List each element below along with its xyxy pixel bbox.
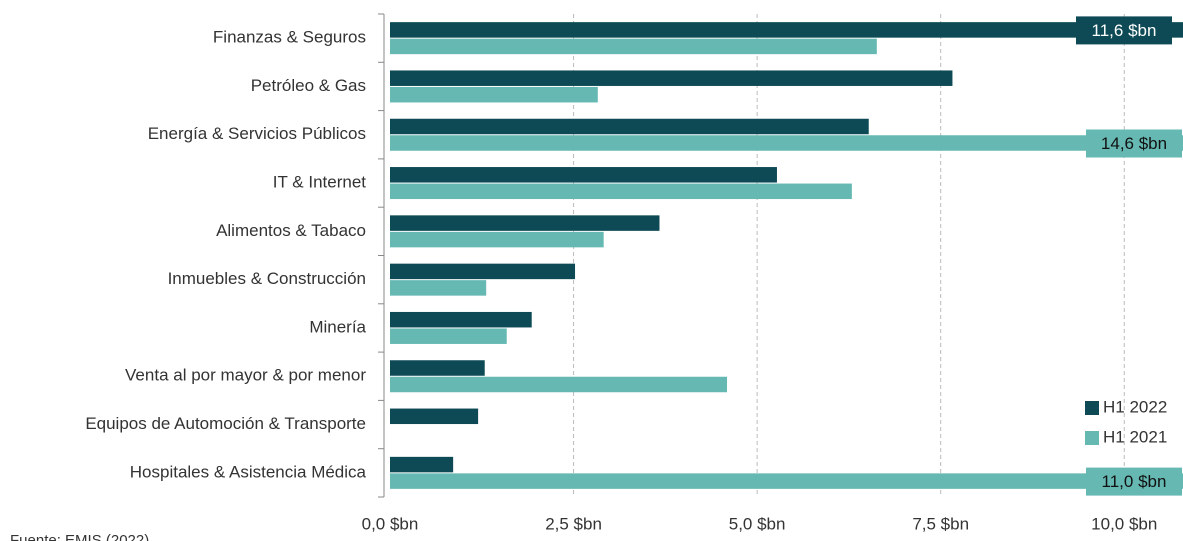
x-tick-label: 0,0 $bn xyxy=(362,514,419,533)
x-tick-label: 10,0 $bn xyxy=(1091,514,1157,533)
y-tick-label: Inmuebles & Construcción xyxy=(168,269,366,288)
bar xyxy=(390,70,953,86)
y-tick-label: Equipos de Automoción & Transporte xyxy=(85,414,366,433)
legend-label: H1 2021 xyxy=(1103,427,1167,446)
y-tick-label: Hospitales & Asistencia Médica xyxy=(130,462,367,481)
bar xyxy=(390,167,777,183)
bar xyxy=(390,135,1183,151)
y-tick-label: IT & Internet xyxy=(273,173,367,192)
y-tick-label: Finanzas & Seguros xyxy=(213,28,366,47)
bar xyxy=(390,376,728,393)
bars: 11,6 $bn 14,6 $bn 11,0 $bn xyxy=(390,16,1183,496)
source-note: Fuente: EMIS (2022) xyxy=(10,532,149,541)
value-label-box xyxy=(1086,129,1182,158)
value-label-box xyxy=(1086,467,1182,496)
legend-swatch xyxy=(1085,431,1099,445)
y-tick-label: Venta al por mayor & por menor xyxy=(125,366,366,385)
y-tick-label: Energía & Servicios Públicos xyxy=(148,124,366,143)
y-tick-label: Minería xyxy=(309,317,366,336)
bar xyxy=(390,263,576,280)
bar xyxy=(390,280,487,296)
bar xyxy=(390,231,604,248)
value-label: 11,0 $bn xyxy=(1102,472,1167,491)
value-label-box xyxy=(1076,16,1172,45)
bar xyxy=(390,215,660,231)
bar xyxy=(390,473,1183,489)
value-label: 11,6 $bn xyxy=(1092,21,1157,40)
bar xyxy=(390,311,532,328)
bar xyxy=(390,38,877,55)
x-tick-label: 7,5 $bn xyxy=(912,514,969,533)
bar xyxy=(390,328,507,344)
bar xyxy=(390,456,454,473)
y-tick-label: Petróleo & Gas xyxy=(251,76,366,95)
legend-label: H1 2022 xyxy=(1103,397,1167,416)
bar xyxy=(390,22,1183,38)
x-tick-label: 2,5 $bn xyxy=(545,514,602,533)
bar xyxy=(390,118,869,135)
legend-swatch xyxy=(1085,401,1099,415)
value-label: 14,6 $bn xyxy=(1101,134,1167,153)
bar xyxy=(390,183,852,200)
x-tick-label: 5,0 $bn xyxy=(729,514,786,533)
bar xyxy=(390,408,479,425)
bar xyxy=(390,86,598,103)
bar xyxy=(390,360,485,376)
y-tick-label: Alimentos & Tabaco xyxy=(216,221,366,240)
